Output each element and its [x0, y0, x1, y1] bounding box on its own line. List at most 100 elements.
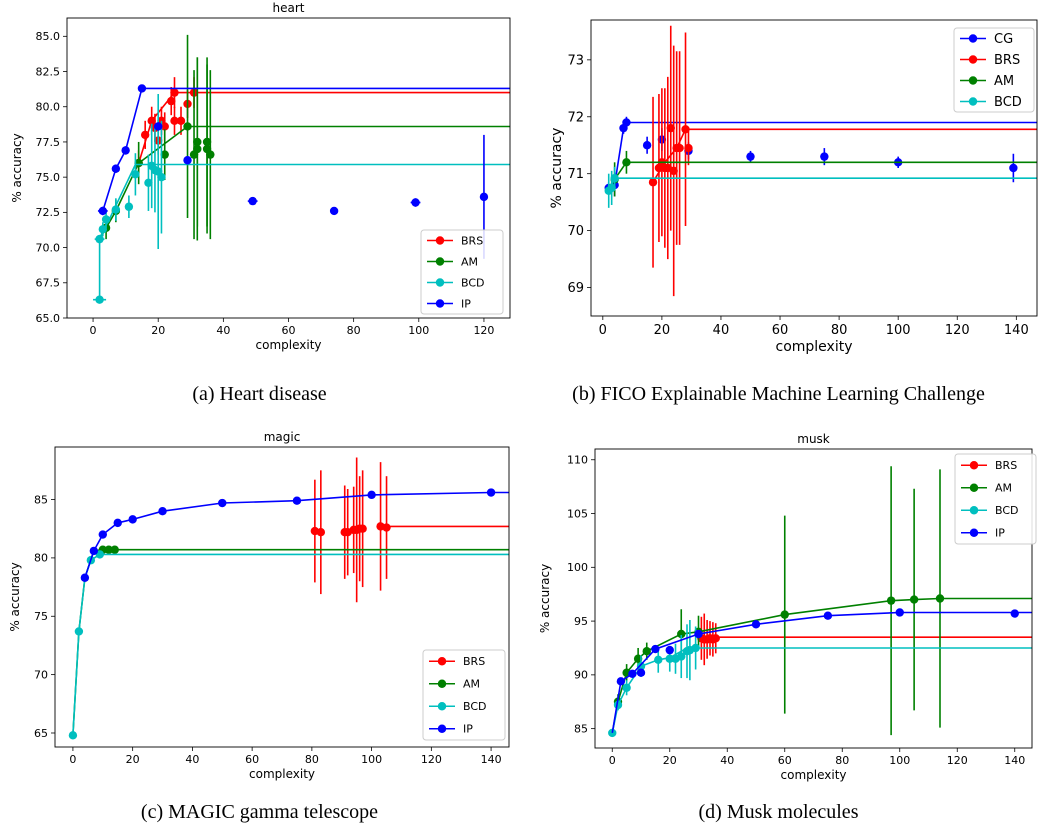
data-point-ip	[111, 164, 121, 173]
data-point-am	[160, 150, 169, 159]
data-point-bcd	[665, 654, 674, 663]
x-tick-label: 100	[361, 753, 382, 766]
data-point-am	[780, 610, 789, 619]
legend-marker	[435, 278, 445, 287]
legend-marker	[437, 679, 447, 688]
legend-box	[954, 453, 1037, 545]
x-tick-label: 0	[599, 323, 607, 338]
legend-box	[953, 27, 1035, 113]
x-axis-label: complexity	[776, 339, 853, 355]
data-point-bcd	[131, 170, 140, 179]
data-point-brs	[675, 143, 684, 153]
chart-svg: magic 0 20 40 60 80 100 120 140 65 70 75 80 85 complex…	[8, 430, 510, 781]
data-point-ip	[183, 156, 192, 165]
x-tick-label: 40	[713, 323, 730, 338]
data-point-bcd	[636, 662, 646, 671]
legend-marker	[437, 702, 447, 711]
y-tick-label: 95	[574, 615, 588, 628]
chart-caption: (c) MAGIC gamma telescope	[140, 801, 379, 823]
plot-frame	[590, 19, 1038, 317]
x-tick-label: 100	[886, 323, 911, 338]
legend-marker	[968, 55, 978, 64]
legend-label: BCD	[995, 504, 1019, 517]
x-tick-label: 80	[835, 754, 849, 767]
legend: CG BRS AM BCD	[953, 27, 1035, 113]
legend: BRS AM BCD IP	[954, 453, 1037, 545]
legend-label: IP	[463, 723, 473, 736]
data-point-ip	[329, 206, 339, 216]
data-point-bcd	[144, 178, 153, 187]
data-point-ip	[823, 611, 833, 620]
data-point-cg	[820, 152, 829, 161]
y-tick-label: 65	[34, 727, 48, 740]
legend-marker	[437, 657, 447, 666]
x-tick-label: 60	[772, 323, 789, 338]
data-point-ip	[411, 198, 420, 207]
data-point-bcd	[608, 728, 617, 738]
data-point-cg	[642, 141, 652, 150]
data-point-am	[104, 545, 113, 554]
x-tick-label: 40	[185, 753, 199, 766]
legend-label: IP	[461, 297, 471, 310]
legend-label: BRS	[461, 234, 483, 247]
x-tick-label: 20	[663, 754, 677, 767]
data-point-brs	[648, 178, 658, 187]
y-axis-label: % accuracy	[10, 133, 24, 202]
data-point-ip	[694, 629, 703, 639]
chart-title: magic	[264, 430, 301, 444]
y-tick-label: 105	[567, 507, 588, 520]
x-tick-label: 60	[778, 754, 792, 767]
y-axis-label: % accuracy	[549, 128, 565, 209]
data-point-am	[642, 647, 651, 656]
x-tick-label: 20	[654, 323, 671, 338]
data-point-ip	[651, 644, 660, 654]
y-tick-label: 73	[567, 53, 584, 68]
x-tick-label: 0	[69, 753, 76, 766]
data-point-bcd	[691, 643, 700, 653]
chart-panel-musk: musk 0 20 40 60 80 100 120 140 85 90 95 100 105 110 com…	[519, 414, 1038, 828]
data-point-ip	[98, 206, 108, 216]
y-tick-label: 85	[34, 493, 48, 506]
legend-label: BRS	[995, 459, 1017, 472]
data-point-bcd	[157, 172, 166, 182]
data-point-am	[193, 137, 202, 147]
data-point-brs	[170, 116, 179, 126]
y-tick-label: 100	[567, 561, 588, 574]
legend-marker	[969, 528, 979, 537]
x-axis-label: complexity	[781, 768, 847, 782]
data-point-brs	[170, 88, 179, 97]
chart-svg: musk 0 20 40 60 80 100 120 140 85 90 95 100 105 110 com…	[538, 432, 1037, 782]
plot-frame	[54, 446, 510, 748]
legend-label: CG	[994, 32, 1013, 47]
data-point-bcd	[95, 295, 104, 304]
data-point-ip	[113, 518, 122, 528]
data-point-bcd	[74, 627, 84, 636]
chart-caption: (b) FICO Explainable Machine Learning Ch…	[572, 383, 985, 405]
data-point-am	[183, 122, 192, 131]
data-point-bcd	[68, 731, 78, 740]
data-point-brs	[176, 116, 186, 126]
x-tick-label: 40	[720, 754, 734, 767]
plot-area	[68, 457, 509, 740]
data-point-brs	[382, 523, 391, 532]
legend-box	[422, 649, 506, 741]
data-point-brs	[316, 528, 326, 537]
chart-panel-magic: magic 0 20 40 60 80 100 120 140 65 70 75 80 85 complex…	[0, 414, 519, 828]
legend-label: AM	[461, 255, 478, 268]
x-tick-label: 120	[421, 753, 442, 766]
data-point-am	[886, 596, 896, 605]
x-tick-label: 60	[282, 324, 296, 337]
legend: BRS AM BCD IP	[422, 649, 506, 741]
data-point-am	[622, 158, 631, 167]
chart-panel-fico: 0 20 40 60 80 100 120 140 69 70 71 72 73 complexity % …	[519, 0, 1038, 414]
data-point-ip	[89, 546, 99, 556]
y-tick-label: 72.5	[36, 206, 61, 219]
legend-label: BCD	[994, 95, 1022, 110]
legend-label: AM	[463, 678, 480, 691]
chart-svg: heart 0 20 40 60 80 100 120 65.0 67.5 70.0 72.5 75.0…	[10, 1, 511, 352]
legend-marker	[969, 461, 979, 470]
legend-label: AM	[994, 74, 1014, 89]
legend-marker	[969, 483, 979, 492]
legend-marker	[968, 34, 978, 43]
y-tick-label: 75	[34, 610, 48, 623]
